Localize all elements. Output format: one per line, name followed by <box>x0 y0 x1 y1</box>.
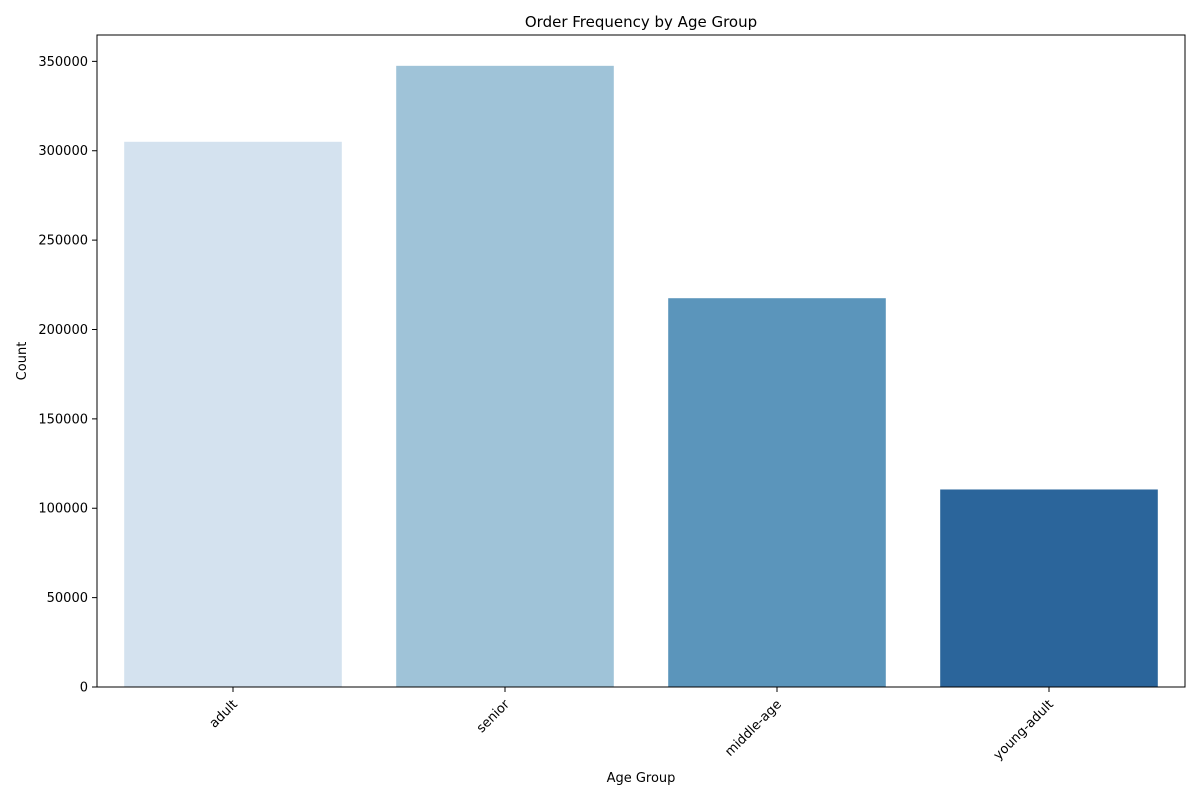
y-axis-ticks: 0 50000 100000 150000 200000 250000 300000 3500… <box>38 55 97 696</box>
x-tick-label: young-adult <box>991 697 1057 763</box>
y-tick-label: 250000 <box>38 234 88 249</box>
y-tick-label: 100000 <box>38 502 88 517</box>
x-axis-label: Age Group <box>607 771 676 786</box>
y-tick-label: 50000 <box>47 591 88 606</box>
bars-group <box>124 65 1158 688</box>
bar-young-adult <box>940 489 1158 687</box>
x-axis-ticks: adult senior middle-age young-adult <box>207 687 1057 763</box>
y-tick-label: 200000 <box>38 323 88 338</box>
y-tick-label: 150000 <box>38 412 88 427</box>
bar-senior <box>396 65 614 687</box>
y-tick-label: 0 <box>80 681 88 696</box>
x-tick-label: adult <box>207 697 241 731</box>
x-tick-label: middle-age <box>722 697 784 759</box>
y-tick-label: 350000 <box>38 55 88 70</box>
plot-frame <box>96 34 1186 688</box>
chart-title: Order Frequency by Age Group <box>525 13 757 31</box>
bar-adult <box>124 141 342 688</box>
x-tick-label: senior <box>474 697 513 736</box>
y-axis-label: Count <box>15 342 30 381</box>
y-tick-label: 300000 <box>38 144 88 159</box>
bar-middle-age <box>668 298 886 687</box>
